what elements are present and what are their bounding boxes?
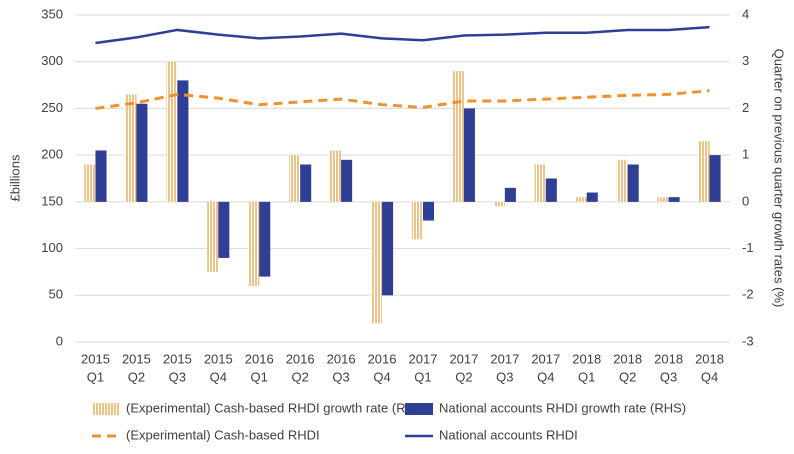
- y-tick-label: 350: [41, 6, 63, 21]
- bar: [698, 141, 710, 202]
- x-tick-label: Q2: [455, 369, 472, 384]
- y-tick-label: 250: [41, 100, 63, 115]
- bar: [84, 164, 96, 202]
- y2-tick-label: 0: [742, 193, 749, 208]
- bar: [627, 164, 639, 202]
- x-tick-label: Q1: [87, 369, 104, 384]
- bar: [575, 197, 587, 202]
- x-tick-label: 2016: [327, 351, 356, 366]
- bar: [136, 103, 148, 202]
- x-tick-label: 2015: [204, 351, 233, 366]
- bar: [504, 187, 516, 202]
- x-tick-label: 2018: [572, 351, 601, 366]
- bar: [289, 155, 301, 202]
- y-tick-label: 100: [41, 240, 63, 255]
- bar: [207, 201, 219, 272]
- legend-label: National accounts RHDI: [439, 427, 578, 442]
- x-tick-label: Q4: [210, 369, 227, 384]
- bar: [177, 80, 189, 202]
- y-tick-label: 200: [41, 147, 63, 162]
- x-tick-label: Q4: [701, 369, 718, 384]
- bar: [657, 197, 669, 202]
- bar: [300, 164, 312, 202]
- y2-axis-title: Quarter on previous quarter growth rates…: [772, 49, 787, 308]
- x-tick-label: 2017: [490, 351, 519, 366]
- y-tick-label: 300: [41, 53, 63, 68]
- bar: [586, 192, 598, 202]
- bar: [452, 71, 464, 202]
- legend-swatch: [92, 403, 120, 415]
- line: [95, 89, 710, 110]
- x-tick-label: Q3: [660, 369, 677, 384]
- y-tick-label: 50: [49, 287, 63, 302]
- bar: [370, 201, 383, 324]
- bar: [616, 159, 628, 202]
- bar: [330, 150, 342, 202]
- x-tick-label: Q2: [128, 369, 145, 384]
- x-tick-label: 2018: [695, 351, 724, 366]
- bar: [463, 108, 475, 202]
- x-tick-label: Q2: [291, 369, 308, 384]
- x-tick-label: Q1: [578, 369, 595, 384]
- x-tick-label: 2016: [368, 351, 397, 366]
- x-tick-label: 2016: [286, 351, 315, 366]
- bar: [166, 61, 178, 202]
- bar: [534, 164, 546, 202]
- x-tick-label: Q3: [496, 369, 513, 384]
- x-tick-label: Q1: [251, 369, 268, 384]
- y2-tick-label: -2: [742, 287, 754, 302]
- x-tick-label: Q2: [619, 369, 636, 384]
- x-tick-label: Q4: [537, 369, 554, 384]
- x-tick-label: Q3: [332, 369, 349, 384]
- legend-label: National accounts RHDI growth rate (RHS): [439, 400, 686, 415]
- bar: [248, 201, 260, 286]
- y-axis-title: £billions: [7, 154, 22, 201]
- bar: [545, 178, 557, 202]
- bar: [668, 197, 680, 202]
- y-tick-label: 150: [41, 193, 63, 208]
- x-tick-label: 2017: [409, 351, 438, 366]
- bar: [411, 201, 423, 240]
- x-tick-label: 2015: [81, 351, 110, 366]
- bar: [218, 201, 230, 258]
- y2-tick-label: -1: [742, 240, 754, 255]
- bar: [709, 155, 721, 202]
- bar: [422, 201, 435, 221]
- x-tick-label: 2017: [531, 351, 560, 366]
- bar: [125, 94, 137, 202]
- legend-label: (Experimental) Cash-based RHDI: [126, 427, 320, 442]
- bar: [341, 159, 353, 202]
- x-tick-label: Q1: [414, 369, 431, 384]
- bar: [95, 150, 107, 202]
- y2-tick-label: 1: [742, 147, 749, 162]
- y2-tick-label: -3: [742, 333, 754, 348]
- y2-tick-label: 4: [742, 6, 749, 21]
- x-tick-label: 2016: [245, 351, 274, 366]
- y2-tick-label: 3: [742, 53, 749, 68]
- line: [95, 25, 710, 45]
- x-tick-label: 2015: [122, 351, 151, 366]
- legend-swatch: [405, 403, 433, 415]
- bar: [382, 201, 394, 296]
- x-tick-label: Q3: [169, 369, 186, 384]
- x-tick-label: 2017: [449, 351, 478, 366]
- x-tick-label: 2015: [163, 351, 192, 366]
- bar: [259, 201, 271, 277]
- bar: [493, 201, 505, 207]
- y-tick-label: 0: [56, 333, 63, 348]
- legend-label: (Experimental) Cash-based RHDI growth ra…: [126, 400, 428, 415]
- y2-tick-label: 2: [742, 100, 749, 115]
- x-tick-label: 2018: [654, 351, 683, 366]
- x-tick-label: Q4: [373, 369, 390, 384]
- x-tick-label: 2018: [613, 351, 642, 366]
